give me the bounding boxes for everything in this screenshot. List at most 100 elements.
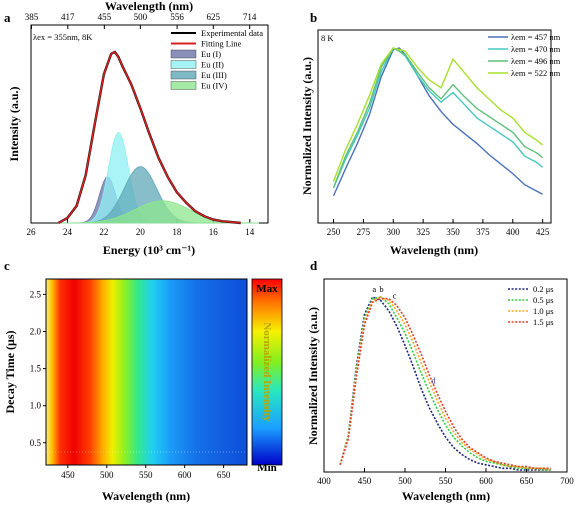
panel-c-xtick-label: 500 — [100, 470, 114, 480]
panel-d-point-label: d — [431, 376, 436, 386]
panel-b-legend-label: λem = 457 nm — [511, 32, 561, 42]
panel-d-ylabel: Normalized Intensity (a.u.) — [306, 307, 320, 445]
panel-a-xlabel: Energy (10³ cm⁻¹) — [103, 243, 195, 257]
panel-label-c: c — [4, 258, 10, 273]
panel-b-xtick-label: 250 — [327, 227, 341, 237]
panel-a-legend-label: Eu (I) — [201, 49, 221, 59]
panel-a-legend-swatch — [170, 81, 197, 90]
panel-a-top-tick-label: 385 — [25, 12, 39, 22]
panel-b-legend-label: λem = 522 nm — [511, 68, 561, 78]
panel-a-legend-swatch — [170, 60, 197, 69]
panel-d-legend-label: 1.0 μs — [533, 306, 554, 316]
panel-b-xlabel: Wavelength (nm) — [390, 243, 478, 257]
panel-b-annotation: 8 K — [321, 33, 334, 43]
panel-b-chart: Wavelength (nm) Normalized Intensity (a.… — [300, 29, 561, 257]
panel-d-xlabel: Wavelength (nm) — [402, 489, 490, 503]
panel-c-chart: Wavelength (nm) Decay Time (μs) 450 500 55… — [3, 278, 283, 503]
panel-b-xtick-label: 425 — [536, 227, 550, 237]
panel-b-series-line-3 — [332, 47, 544, 189]
panel-c-colorbar-label: Normalized Intensity — [261, 322, 273, 422]
panel-d-legend-label: 0.2 μs — [533, 284, 554, 294]
panel-a-legend-label: Eu (III) — [201, 70, 227, 80]
panel-b-legend-label: λem = 470 nm — [511, 44, 561, 54]
panel-d-frame — [323, 278, 568, 473]
panel-c-colorbar-max: Max — [256, 283, 278, 295]
panel-d-series-line-2 — [339, 296, 551, 471]
panel-d-series-line-4 — [339, 297, 551, 470]
panel-b-xtick-label: 375 — [476, 227, 490, 237]
panel-b-xtick-label: 275 — [357, 227, 371, 237]
panel-label-a: a — [4, 10, 11, 25]
panel-d-series-line-3 — [339, 296, 551, 471]
panel-c-xtick-label: 550 — [139, 470, 153, 480]
panel-a-xtick-label: 22 — [99, 227, 108, 237]
panel-c-xtick-label: 650 — [217, 470, 231, 480]
panel-a-fit-line — [57, 50, 241, 224]
panel-d-xtick-label: 650 — [520, 476, 534, 486]
panel-a-xtick-label: 16 — [209, 227, 219, 237]
panel-a-top-tick-label: 500 — [134, 12, 148, 22]
panel-b-frame — [317, 29, 552, 224]
panel-d-xtick-label: 600 — [479, 476, 493, 486]
panel-b-marks: 250 275 300 325 350 375 400 425 λem = 457 nm λem … — [327, 32, 561, 237]
panel-b-xtick-label: 350 — [446, 227, 460, 237]
panel-a-top-tick-label: 625 — [207, 12, 221, 22]
panel-a-chart: Wavelength (nm) Energy (10³ cm⁻¹) Intens… — [7, 0, 269, 257]
panel-a-annotation: λex = 355nm, 8K — [33, 32, 93, 42]
panel-a-top-tick-label: 455 — [98, 12, 112, 22]
panel-d-legend-label: 1.5 μs — [533, 317, 554, 327]
panel-b-xtick-label: 325 — [416, 227, 430, 237]
panel-a-marks: 26 24 22 20 18 16 14 385 417 455 500 556 625 714 Exper… — [25, 12, 264, 237]
panel-c-ylabel: Decay Time (μs) — [3, 330, 17, 413]
panel-d-xtick-label: 550 — [439, 476, 453, 486]
panel-a-xtick-label: 26 — [27, 227, 37, 237]
panel-a-ylabel: Intensity (a.u.) — [7, 86, 21, 161]
panel-c-marks: 450 500 550 600 650 0.5 1.0 1.5 2.0 2.5 — [30, 289, 231, 480]
panel-d-marks: 400 450 500 550 600 650 700 a bc d 0.2 μs0.5 μs1.0… — [317, 284, 574, 486]
panel-c-xlabel: Wavelength (nm) — [102, 489, 190, 503]
panel-d-xtick-label: 500 — [398, 476, 412, 486]
panel-c-ytick-label: 1.0 — [30, 401, 42, 411]
panel-a-top-xlabel: Wavelength (nm) — [105, 0, 193, 13]
panel-c-ytick-label: 0.5 — [30, 438, 42, 448]
panel-b-ylabel: Normalized Intensity (a.u.) — [300, 57, 314, 195]
panel-c-ytick-label: 2.5 — [30, 289, 42, 299]
panel-a-top-tick-label: 714 — [243, 12, 257, 22]
panel-a-legend-label: Fitting Line — [201, 39, 242, 49]
panel-a-xtick-label: 20 — [136, 227, 146, 237]
panel-b-legend-label: λem = 496 nm — [511, 56, 561, 66]
panel-d-legend-label: 0.5 μs — [533, 295, 554, 305]
panel-a-legend-label: Eu (II) — [201, 60, 224, 70]
panel-a-xtick-label: 24 — [63, 227, 73, 237]
panel-b-series-line-1 — [332, 47, 543, 197]
panel-c-xtick-label: 600 — [178, 470, 192, 480]
panel-b-xtick-label: 300 — [387, 227, 401, 237]
panel-a-legend-swatch — [170, 70, 197, 80]
panel-b-series-line-2 — [332, 47, 544, 189]
panel-d-xtick-label: 450 — [358, 476, 372, 486]
panel-d-point-label: c — [393, 291, 397, 301]
panel-d-xtick-label: 400 — [317, 476, 331, 486]
panel-c-colorbar-min: Min — [257, 462, 277, 474]
panel-c-colorbar — [251, 278, 283, 466]
panel-b-xtick-label: 400 — [506, 227, 520, 237]
panel-label-b: b — [310, 10, 317, 25]
panel-c-ytick-label: 1.5 — [30, 364, 42, 374]
panel-d-chart: Wavelength (nm) Normalized Intensity (a.… — [306, 278, 574, 503]
panel-d-xtick-label: 700 — [560, 476, 574, 486]
panel-a-xtick-label: 14 — [245, 227, 255, 237]
panel-c-frame — [45, 278, 248, 466]
panel-d-series-line-1 — [339, 295, 551, 471]
panel-b-series-line-4 — [332, 47, 544, 182]
panel-a-xtick-label: 18 — [172, 227, 182, 237]
panel-label-d: d — [310, 258, 318, 273]
panel-a-top-tick-label: 417 — [61, 12, 75, 22]
panel-a-legend-swatch — [170, 49, 197, 59]
panel-d-point-label: a — [372, 284, 376, 294]
panel-c-ytick-label: 2.0 — [30, 327, 42, 337]
panel-c-heatmap — [46, 279, 247, 465]
panel-a-legend-label: Eu (IV) — [201, 81, 227, 91]
panel-c-xtick-label: 450 — [61, 470, 75, 480]
panel-a-top-tick-label: 556 — [170, 12, 184, 22]
